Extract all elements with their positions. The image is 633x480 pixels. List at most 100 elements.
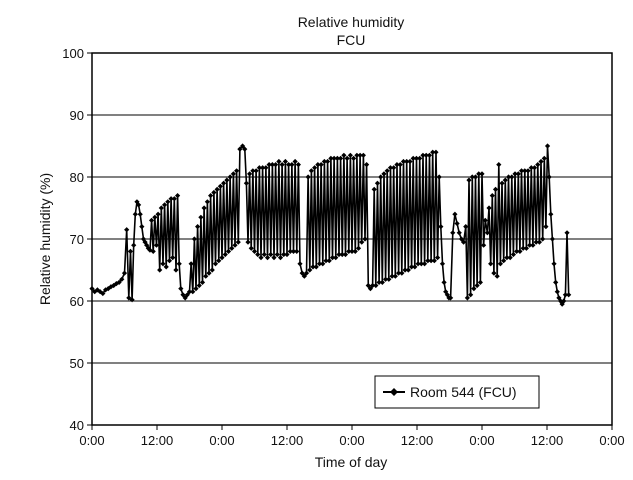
data-point [405, 267, 411, 273]
data-point [198, 214, 204, 220]
data-point [341, 152, 347, 158]
data-point [530, 242, 536, 248]
data-point [346, 248, 352, 254]
data-point [208, 193, 214, 199]
data-point [119, 276, 125, 282]
data-point [399, 270, 405, 276]
y-tick-label-40: 40 [70, 418, 84, 433]
data-point [321, 158, 327, 165]
data-point [224, 177, 230, 183]
data-point [484, 230, 491, 236]
data-point [135, 202, 142, 208]
data-point [418, 261, 424, 267]
data-point [258, 255, 264, 261]
data-point [559, 301, 565, 307]
data-point [352, 248, 358, 254]
data-point [412, 264, 418, 270]
data-point [430, 149, 436, 155]
data-point [501, 258, 507, 264]
data-point [502, 177, 508, 183]
data-point [284, 251, 290, 258]
data-point [209, 267, 215, 273]
data-point [271, 255, 277, 261]
series-line-0 [91, 145, 570, 305]
data-point [431, 258, 437, 264]
x-tick-label-5: 12:00 [401, 433, 434, 448]
data-point [458, 236, 465, 242]
data-point [248, 245, 254, 251]
data-point [331, 155, 337, 161]
data-point [538, 158, 544, 165]
data-point [276, 158, 282, 165]
legend: Room 544 (FCU) [374, 375, 540, 409]
data-point [395, 270, 402, 276]
data-point [460, 239, 467, 245]
data-point [369, 282, 376, 289]
data-point [535, 162, 541, 168]
data-point [525, 168, 531, 174]
data-point [313, 264, 319, 270]
data-point [232, 242, 238, 248]
data-point [129, 297, 135, 303]
data-point [303, 270, 310, 276]
data-point [173, 267, 179, 273]
data-point [374, 180, 381, 186]
data-point [165, 199, 171, 205]
data-point [158, 205, 164, 211]
data-point [221, 180, 227, 186]
data-point [394, 162, 400, 168]
data-point [438, 224, 444, 230]
data-point [373, 282, 379, 289]
y-tick-label-60: 60 [70, 294, 84, 309]
data-point [94, 287, 101, 293]
data-point [549, 236, 556, 242]
data-point [494, 273, 500, 279]
data-point [520, 245, 526, 251]
data-point [504, 255, 510, 261]
data-point [553, 279, 559, 285]
data-point [137, 211, 143, 217]
data-point [116, 279, 122, 285]
data-point [404, 158, 410, 165]
data-point [97, 289, 103, 295]
data-point [392, 273, 398, 279]
data-point [464, 295, 470, 301]
data-point [286, 162, 292, 168]
data-point [527, 242, 533, 248]
data-point [420, 152, 426, 158]
data-point [186, 289, 193, 295]
data-point [391, 165, 397, 171]
data-point [339, 251, 345, 258]
data-point [528, 165, 534, 171]
data-point [367, 286, 374, 292]
data-point [279, 162, 285, 168]
data-point [150, 248, 156, 254]
data-point [468, 292, 474, 298]
data-point [472, 174, 479, 180]
y-tick-label-50: 50 [70, 356, 84, 371]
data-point [347, 152, 353, 158]
x-tick-label-1: 12:00 [141, 433, 174, 448]
data-point [509, 174, 515, 180]
data-point [338, 155, 344, 161]
data-point [417, 155, 423, 161]
data-point [242, 146, 248, 152]
data-point [323, 258, 329, 264]
data-point [499, 180, 505, 186]
data-point [312, 165, 318, 171]
data-point [471, 286, 477, 292]
data-point [360, 152, 366, 158]
data-point [127, 248, 134, 254]
data-point [466, 177, 472, 183]
data-point [235, 239, 241, 245]
data-point [230, 171, 236, 177]
data-point [131, 242, 137, 248]
data-point [376, 279, 382, 285]
x-tick-label-6: 0:00 [469, 433, 494, 448]
data-point [201, 205, 207, 211]
data-point [184, 292, 190, 298]
data-series [89, 143, 572, 307]
data-point [491, 270, 497, 276]
data-point [188, 261, 194, 267]
